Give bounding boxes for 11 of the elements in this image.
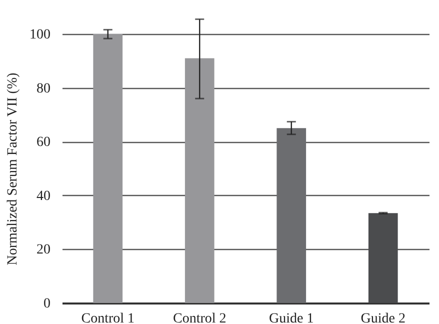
x-tick-label: Guide 1 xyxy=(269,312,314,324)
y-tick-label: 100 xyxy=(30,28,50,42)
y-tick-label: 80 xyxy=(36,81,50,96)
y-axis-title: Normalized Serum Factor VII (%) xyxy=(6,72,20,266)
y-tick-label: 40 xyxy=(36,188,50,204)
y-tick-label: 0 xyxy=(44,296,50,312)
y-tick-label: 60 xyxy=(36,135,50,150)
x-tick-label: Guide 2 xyxy=(360,312,406,324)
x-tick-label: Control 1 xyxy=(81,312,135,324)
y-tick-label: 20 xyxy=(36,242,50,258)
x-tick-label: Control 2 xyxy=(172,312,226,324)
